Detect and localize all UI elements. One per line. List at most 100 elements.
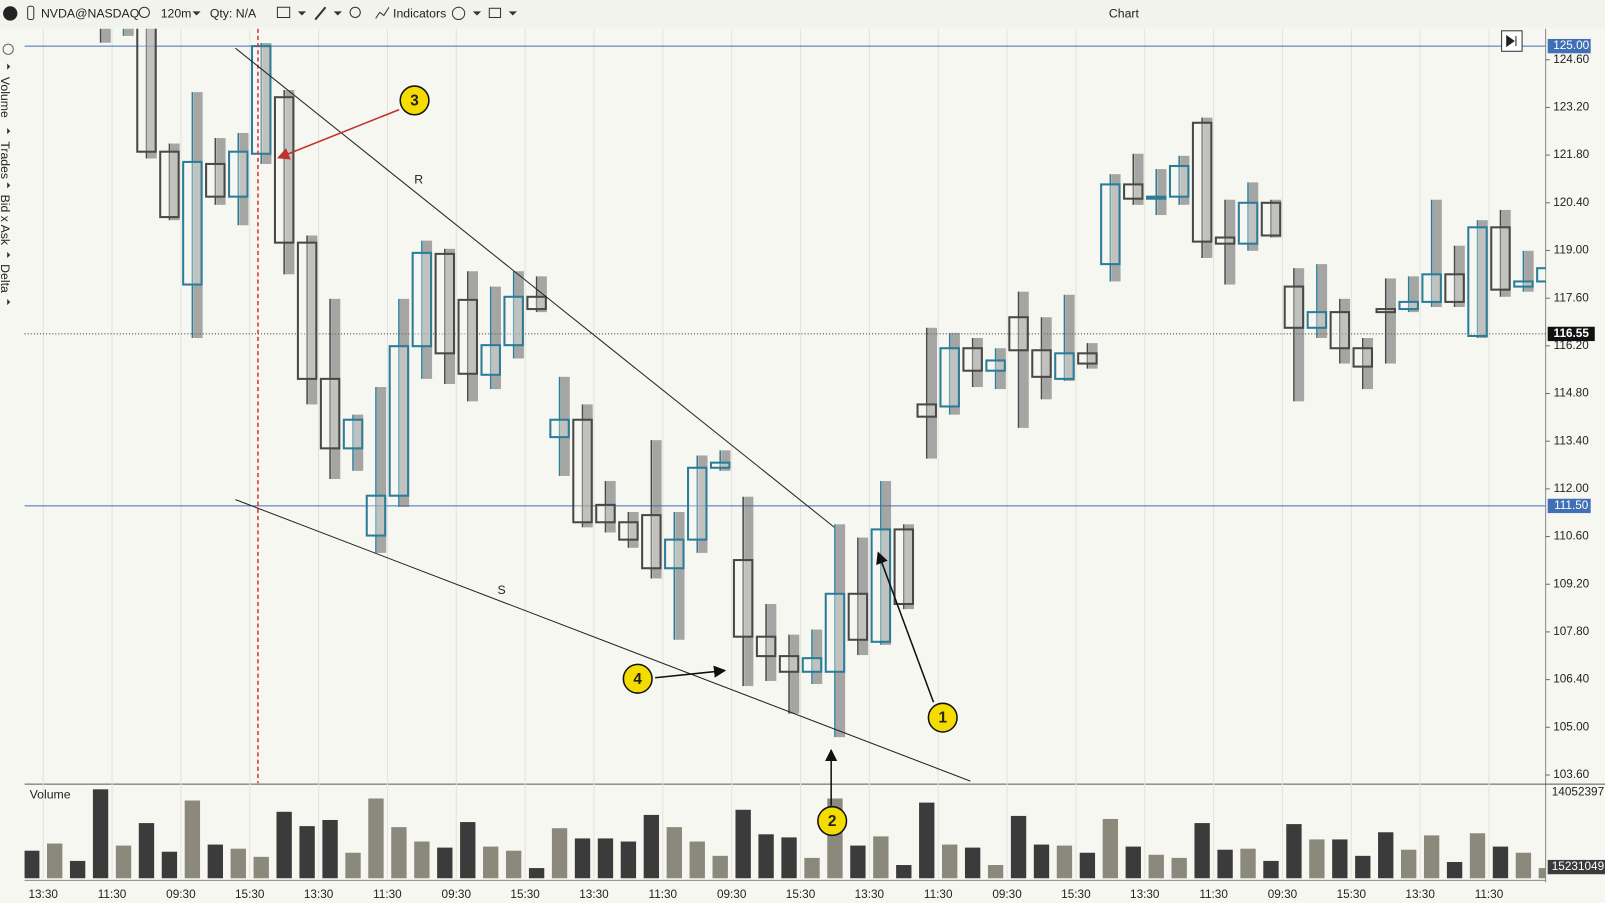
volume-profile <box>583 404 593 528</box>
level-box <box>1547 38 1591 54</box>
candle-body <box>480 344 501 376</box>
volume-bar <box>1378 832 1394 879</box>
volume-bar <box>873 836 889 879</box>
candle-body <box>732 559 754 638</box>
x-tick-label: 11:30 <box>1475 888 1504 901</box>
symbol-icon[interactable] <box>27 5 35 21</box>
candle-body <box>893 528 915 606</box>
candle-body <box>1077 352 1098 365</box>
x-tick-label: 13:30 <box>1405 888 1435 901</box>
x-tick-label: 11:30 <box>98 888 127 901</box>
candle-body <box>250 45 272 155</box>
x-tick-label: 09:30 <box>166 888 196 901</box>
marker: 1 <box>927 702 958 733</box>
qty[interactable]: Qty: N/A <box>210 7 257 21</box>
layout-icon[interactable] <box>488 7 502 19</box>
volume-bar <box>551 828 568 879</box>
interval[interactable]: 120m <box>161 7 192 21</box>
sidebar-item[interactable]: Volume <box>0 77 12 118</box>
settings-icon[interactable] <box>2 43 14 55</box>
candle-body <box>709 461 731 469</box>
resistance-line[interactable] <box>235 47 835 528</box>
volume-profile <box>721 450 731 471</box>
symbol[interactable]: NVDA@NASDAQ <box>41 7 139 21</box>
last-price-box <box>1547 326 1595 342</box>
candle-body <box>1490 226 1511 291</box>
volume-bar <box>1148 854 1164 879</box>
dropdown[interactable] <box>508 11 517 16</box>
volume-bar <box>1469 833 1486 879</box>
volume-bar <box>1240 848 1256 879</box>
candle-body <box>365 494 387 537</box>
zoom-icon[interactable] <box>349 6 361 19</box>
volume-profile <box>285 90 295 275</box>
candle-body <box>801 657 823 673</box>
y-tick-label: 107.80 <box>1553 625 1589 638</box>
volume-bar <box>804 857 820 879</box>
volume-profile <box>1340 298 1351 364</box>
window-title: Chart <box>1109 7 1140 21</box>
arrow <box>876 551 935 703</box>
candle-body <box>618 521 639 541</box>
search-icon[interactable] <box>138 6 150 19</box>
sidebar-item[interactable]: Delta <box>0 264 12 293</box>
x-tick-label: 09:30 <box>992 888 1022 901</box>
candle-body <box>549 418 570 439</box>
candle-body <box>778 655 800 673</box>
volume-bar <box>896 865 912 879</box>
indicators-icon[interactable] <box>375 6 390 19</box>
sidebar-item[interactable]: Trades <box>0 141 12 179</box>
marker: 2 <box>817 805 848 837</box>
resistance-label: R <box>414 172 423 186</box>
candle-body <box>205 162 226 198</box>
draw-icon[interactable] <box>314 6 327 21</box>
marker-label: 2 <box>828 813 837 830</box>
level-label: 111.50 <box>1554 499 1589 512</box>
volume-profile <box>239 132 249 226</box>
x-tick-label: 09:30 <box>1268 888 1298 901</box>
volume-profile <box>147 28 157 159</box>
dropdown[interactable] <box>472 11 482 16</box>
candle-body <box>1306 311 1328 329</box>
volume-bar <box>735 809 751 879</box>
candle-body <box>1398 300 1419 311</box>
volume-profile <box>1317 264 1328 339</box>
indicators[interactable]: Indicators <box>393 7 446 21</box>
candle-body <box>319 377 341 450</box>
volume-profile <box>813 629 823 685</box>
candle-body <box>1421 273 1442 303</box>
dropdown[interactable] <box>192 11 201 16</box>
volume-profile <box>973 338 983 388</box>
sidebar-item[interactable]: Bid x Ask <box>0 195 12 246</box>
volume-bar <box>987 865 1004 879</box>
candle-body <box>1329 311 1351 350</box>
volume-profile <box>101 28 111 43</box>
candle-body <box>182 160 203 286</box>
candle-body <box>1237 201 1259 245</box>
volume-bar <box>1171 857 1187 879</box>
volume-bar <box>1217 849 1233 879</box>
candle-body <box>985 359 1006 372</box>
volume-bar <box>1515 852 1532 879</box>
x-tick-label: 13:30 <box>855 888 885 901</box>
candle-body <box>296 241 318 380</box>
volume-bar <box>1194 823 1210 879</box>
candle-body <box>1100 183 1121 266</box>
candle-body <box>687 466 708 541</box>
tool-icon[interactable] <box>276 6 291 19</box>
dropdown[interactable] <box>297 11 307 16</box>
candle-body <box>1260 201 1282 237</box>
volume-bar <box>528 868 545 879</box>
volume-profile <box>1088 343 1098 369</box>
scroll-icon <box>1506 34 1517 48</box>
volume-profile <box>1134 153 1144 205</box>
x-tick-label: 11:30 <box>373 888 402 901</box>
dropdown[interactable] <box>333 11 342 16</box>
volume-profile <box>331 298 341 480</box>
volume-profile <box>1363 338 1374 390</box>
y-tick-label: 112.00 <box>1554 482 1590 495</box>
support-line[interactable] <box>235 499 971 782</box>
last-price-label: 116.55 <box>1554 327 1590 340</box>
crosshair-icon[interactable] <box>451 6 466 21</box>
